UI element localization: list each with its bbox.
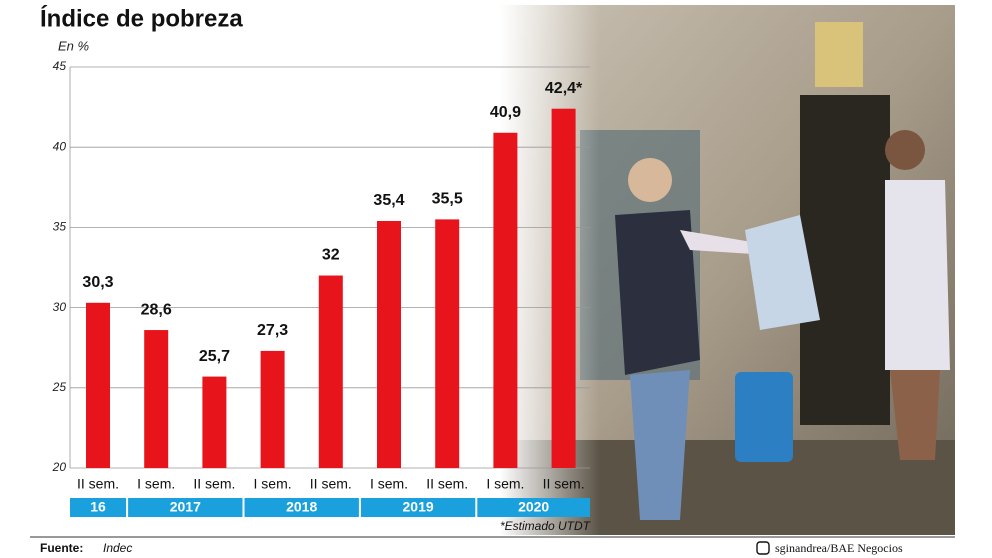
x-tick-label: I sem. (486, 476, 524, 492)
bar (551, 108, 576, 468)
year-band (477, 498, 590, 517)
value-label: 35,4 (373, 192, 404, 209)
value-label: 35,5 (432, 191, 463, 208)
bar (318, 275, 343, 468)
y-tick-label: 45 (53, 59, 67, 73)
credit: sginandrea/BAE Negocios (775, 541, 903, 555)
year-label: 2018 (286, 499, 317, 515)
value-label: 32 (322, 247, 340, 264)
y-tick-label: 20 (52, 460, 67, 474)
source: Indec (103, 541, 132, 555)
x-tick-label: II sem. (310, 476, 352, 492)
value-label: 42,4* (545, 80, 583, 97)
year-band (70, 498, 127, 517)
y-tick-label: 40 (53, 139, 67, 153)
y-tick-label: 25 (52, 380, 67, 394)
x-tick-label: II sem. (193, 476, 235, 492)
unit-label: En % (58, 38, 89, 53)
x-tick-label: II sem. (426, 476, 468, 492)
instagram-icon (756, 541, 770, 555)
year-label: 2020 (518, 499, 549, 515)
x-tick-label: I sem. (254, 476, 292, 492)
x-tick-label: I sem. (370, 476, 408, 492)
bar (435, 219, 460, 468)
year-band (128, 498, 243, 517)
value-label: 30,3 (82, 274, 113, 291)
footnote: *Estimado UTDT (500, 519, 592, 533)
bar (493, 132, 518, 468)
year-band (360, 498, 476, 517)
value-label: 27,3 (257, 322, 288, 339)
bar (202, 376, 227, 468)
year-label: 2017 (170, 499, 201, 515)
year-band (244, 498, 359, 517)
y-tick-label: 35 (53, 220, 67, 234)
x-tick-label: I sem. (137, 476, 175, 492)
bar (144, 330, 169, 468)
bar (377, 220, 401, 468)
year-label: 16 (90, 499, 106, 515)
y-tick-label: 30 (53, 300, 67, 314)
bar (86, 302, 110, 468)
value-label: 28,6 (141, 301, 172, 318)
value-label: 40,9 (490, 104, 521, 121)
chart-title: Índice de pobreza (40, 4, 243, 32)
bar (260, 350, 285, 468)
source-label: Fuente: (40, 541, 83, 555)
year-label: 2019 (403, 499, 434, 515)
x-tick-label: II sem. (77, 476, 119, 492)
value-label: 25,7 (199, 348, 230, 365)
x-tick-label: II sem. (543, 476, 585, 492)
